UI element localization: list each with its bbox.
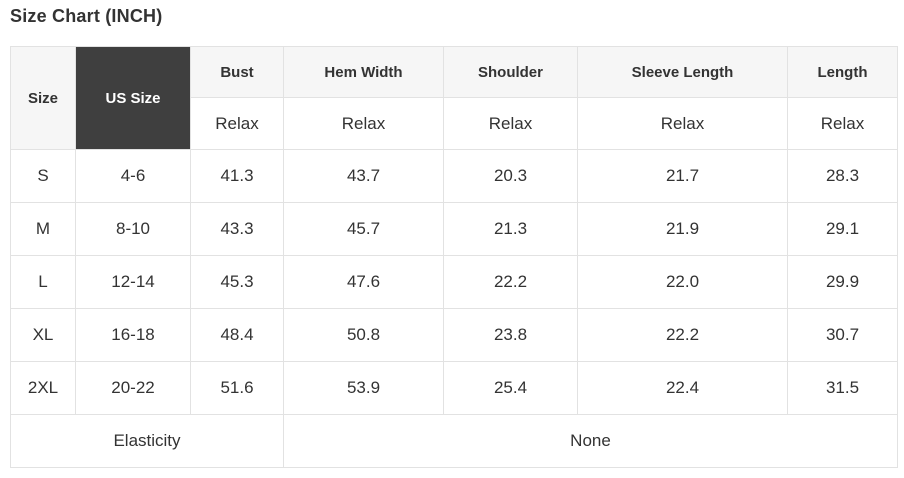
table-row-xl: XL 16-18 48.4 50.8 23.8 22.2 30.7: [10, 308, 898, 362]
bust-value: 45.3: [190, 255, 284, 309]
hem-width-value: 50.8: [283, 308, 444, 362]
bust-value: 48.4: [190, 308, 284, 362]
sleeve-length-value: 21.9: [577, 202, 788, 256]
page-title: Size Chart (INCH): [10, 6, 163, 26]
length-value: 29.1: [787, 202, 898, 256]
fit-cell-shoulder: Relax: [443, 97, 578, 150]
sleeve-length-value: 22.4: [577, 361, 788, 415]
table-row-m: M 8-10 43.3 45.7 21.3 21.9 29.1: [10, 202, 898, 256]
hem-width-column-header: Hem Width: [283, 46, 444, 98]
bust-value: 51.6: [190, 361, 284, 415]
table-row-l: L 12-14 45.3 47.6 22.2 22.0 29.9: [10, 255, 898, 309]
header-row-fit: Relax Relax Relax Relax Relax: [11, 97, 898, 150]
elasticity-value: None: [283, 414, 898, 468]
hem-width-value: 47.6: [283, 255, 444, 309]
shoulder-column-header: Shoulder: [443, 46, 578, 98]
size-label: 2XL: [10, 361, 76, 415]
length-value: 29.9: [787, 255, 898, 309]
length-value: 28.3: [787, 149, 898, 203]
shoulder-value: 20.3: [443, 149, 578, 203]
fit-cell-hem-width: Relax: [283, 97, 444, 150]
sleeve-length-value: 22.2: [577, 308, 788, 362]
size-chart-table: Size US Size Bust Hem Width Shoulder Sle…: [10, 46, 898, 468]
fit-cell-sleeve-length: Relax: [577, 97, 788, 150]
size-label: XL: [10, 308, 76, 362]
bust-value: 41.3: [190, 149, 284, 203]
shoulder-value: 23.8: [443, 308, 578, 362]
us-size-value: 20-22: [75, 361, 191, 415]
size-column-header: Size: [10, 46, 76, 150]
hem-width-value: 45.7: [283, 202, 444, 256]
bust-value: 43.3: [190, 202, 284, 256]
header-row-measures: Size US Size Bust Hem Width Shoulder Sle…: [10, 46, 898, 150]
us-size-value: 8-10: [75, 202, 191, 256]
size-label: L: [10, 255, 76, 309]
size-label: S: [10, 149, 76, 203]
shoulder-value: 21.3: [443, 202, 578, 256]
sleeve-length-column-header: Sleeve Length: [577, 46, 788, 98]
shoulder-value: 22.2: [443, 255, 578, 309]
length-column-header: Length: [787, 46, 898, 98]
size-label: M: [10, 202, 76, 256]
bust-column-header: Bust: [190, 46, 284, 98]
shoulder-value: 25.4: [443, 361, 578, 415]
hem-width-value: 53.9: [283, 361, 444, 415]
us-size-value: 12-14: [75, 255, 191, 309]
hem-width-value: 43.7: [283, 149, 444, 203]
fit-cell-bust: Relax: [190, 97, 284, 150]
table-row-s: S 4-6 41.3 43.7 20.3 21.7 28.3: [10, 149, 898, 203]
table-row-2xl: 2XL 20-22 51.6 53.9 25.4 22.4 31.5: [10, 361, 898, 415]
length-value: 31.5: [787, 361, 898, 415]
us-size-value: 16-18: [75, 308, 191, 362]
length-value: 30.7: [787, 308, 898, 362]
elasticity-label: Elasticity: [10, 414, 284, 468]
sleeve-length-value: 22.0: [577, 255, 788, 309]
elasticity-row: Elasticity None: [10, 414, 898, 468]
fit-cell-length: Relax: [787, 97, 898, 150]
us-size-value: 4-6: [75, 149, 191, 203]
sleeve-length-value: 21.7: [577, 149, 788, 203]
us-size-column-header: US Size: [75, 46, 191, 150]
